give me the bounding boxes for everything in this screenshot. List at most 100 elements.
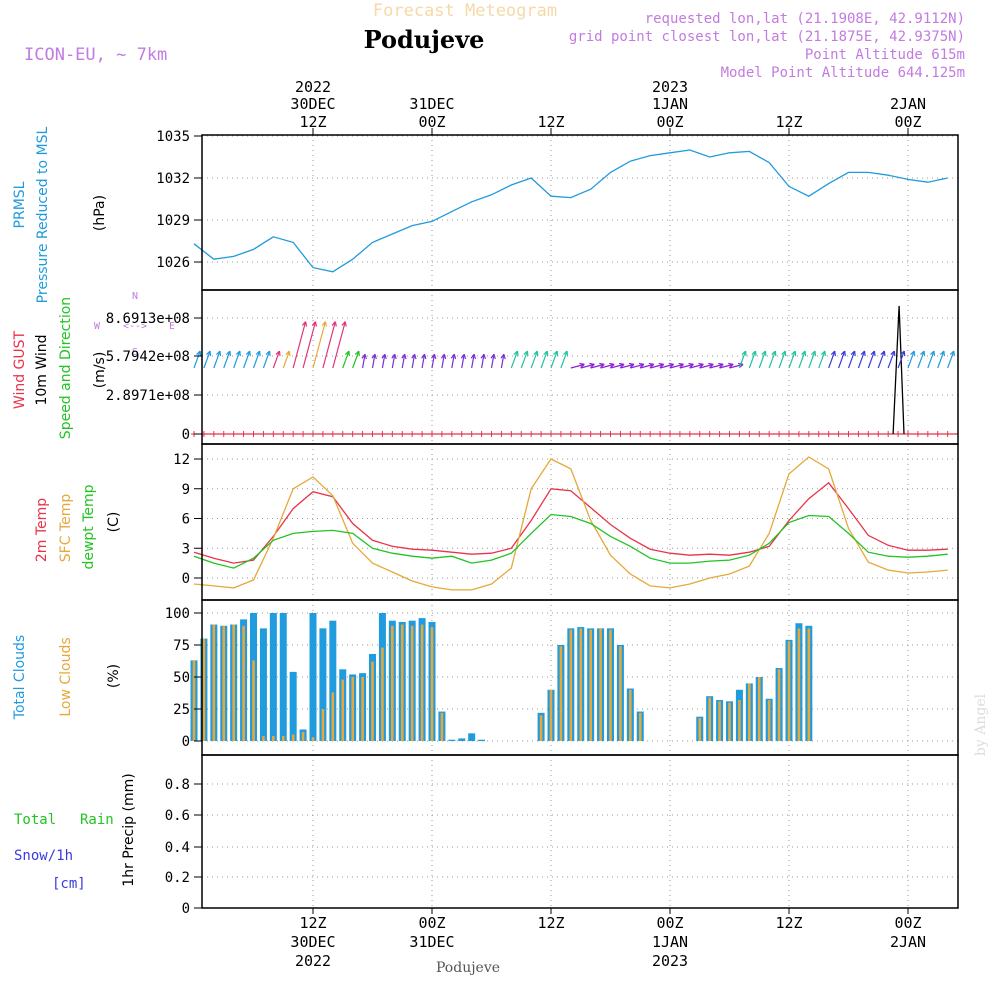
low-cloud-bar xyxy=(559,646,563,741)
wind-arrow-head xyxy=(288,351,291,357)
wind-arrow xyxy=(570,363,585,369)
wind-arrow-head xyxy=(480,353,485,359)
wind-arrow xyxy=(758,350,766,369)
wind-arrow-head xyxy=(556,351,559,357)
wind-arrow xyxy=(768,350,776,369)
marks-layer xyxy=(190,149,958,741)
wind-arrow-head xyxy=(401,353,406,359)
precip-label-cm: [cm] xyxy=(52,876,86,892)
model-label: ICON-EU, ~ 7km xyxy=(24,45,167,65)
text-layer: Forecast Meteogram Podujeve ICON-EU, ~ 7… xyxy=(12,1,989,976)
wind-arrow-head xyxy=(553,350,558,356)
wind-arrow-head xyxy=(255,350,261,356)
wind-arrow-head xyxy=(371,353,376,359)
wind-arrow-head xyxy=(920,350,925,356)
wind-arrow xyxy=(699,363,714,369)
wind-arrow-head xyxy=(913,351,916,357)
wind-arrow xyxy=(361,354,366,369)
low-cloud-bar xyxy=(797,628,801,741)
low-cloud-bar xyxy=(599,628,602,741)
wind-arrow-head xyxy=(394,354,397,360)
y-tick-label: 1032 xyxy=(156,171,190,187)
wind-arrow-head xyxy=(929,350,935,356)
wind-arrow-head xyxy=(235,350,241,356)
wind-label-3: Speed and Direction xyxy=(58,297,74,439)
wind-arrow xyxy=(560,350,568,369)
low-cloud-bar xyxy=(272,735,275,741)
low-cloud-bar xyxy=(748,683,751,741)
wind-arrow-head xyxy=(689,363,694,369)
wind-arrow-head xyxy=(513,350,518,356)
x-tick-label-top: 2023 xyxy=(652,78,688,96)
wind-arrow-head xyxy=(543,350,548,356)
wind-arrow-head xyxy=(314,321,318,327)
wind-arrow xyxy=(193,350,201,369)
low-cloud-bar xyxy=(341,679,345,741)
wind-arrow-head xyxy=(679,363,684,369)
wind-arrow xyxy=(917,350,925,369)
wind-arrow-head xyxy=(658,362,664,365)
y-tick-label: 8.6913e+08 xyxy=(106,311,190,327)
x-tick-label-top: 1JAN xyxy=(652,95,688,113)
wind-arrow-head xyxy=(503,354,506,360)
low-cloud-bar xyxy=(609,629,612,741)
wind-arrow-head xyxy=(599,362,605,365)
clouds-unit: (%) xyxy=(106,664,122,688)
wind-arrow xyxy=(788,350,796,369)
low-cloud-bar xyxy=(371,661,374,741)
wind-arrow-head xyxy=(460,353,465,359)
wind-arrow-head xyxy=(870,350,875,356)
low-cloud-bar xyxy=(420,624,424,741)
x-tick-label-bottom: 2JAN xyxy=(890,933,926,951)
wind-arrow-head xyxy=(698,362,704,365)
x-tick-label-top: 2JAN xyxy=(890,95,926,113)
wind-unit: (m/s) xyxy=(92,352,108,389)
compass-n: N xyxy=(132,291,138,302)
wind-arrow-head xyxy=(433,354,437,360)
wind-arrow-head xyxy=(771,350,776,356)
wind-arrow xyxy=(441,354,445,369)
wind-arrow xyxy=(650,363,664,369)
wind-arrow-head xyxy=(648,362,654,365)
low-cloud-bar xyxy=(718,701,721,741)
wind-arrow xyxy=(223,350,231,369)
pressure-label-1: PRMSL xyxy=(12,181,28,228)
x-tick-label-top: 00Z xyxy=(894,113,921,131)
low-cloud-bar xyxy=(331,692,335,741)
wind-arrow xyxy=(679,363,694,369)
wind-arrow-head xyxy=(910,350,915,356)
x-tick-label-bottom: 12Z xyxy=(775,914,802,932)
wind-arrow-head xyxy=(953,351,955,357)
wind-arrow xyxy=(381,354,386,369)
temp-unit: (C) xyxy=(106,512,122,533)
x-tick-label-top: 12Z xyxy=(299,113,326,131)
wind-arrow-head xyxy=(500,353,505,359)
clouds-label-1: Total Clouds xyxy=(12,635,28,720)
temp-label-2: SFC Temp xyxy=(58,494,74,563)
wind-arrow-head xyxy=(421,353,426,359)
clouds-label-2: Low Clouds xyxy=(58,637,74,716)
wind-arrow-head xyxy=(391,353,396,359)
wind-arrow-head xyxy=(649,363,655,369)
y-tick-label: 0.6 xyxy=(165,808,190,824)
wind-arrow xyxy=(451,354,455,369)
wind-arrow xyxy=(342,350,350,369)
wind-arrow-head xyxy=(285,350,290,356)
total-cloud-bar xyxy=(458,738,466,741)
total-cloud-bar xyxy=(329,620,337,741)
wind-arrow-head xyxy=(374,354,377,360)
low-cloud-bar xyxy=(262,735,265,741)
wind-arrow-head xyxy=(600,363,605,369)
y-tick-label: 1026 xyxy=(156,255,190,271)
low-cloud-bar xyxy=(291,734,295,741)
y-tick-label: 3 xyxy=(182,541,190,557)
wind-arrow-head xyxy=(239,351,241,357)
wind-arrow-head xyxy=(638,362,644,365)
wind-arrow xyxy=(401,354,406,369)
wind-arrow-head xyxy=(344,321,347,327)
watermark: by Angel xyxy=(973,693,989,756)
x-tick-label-bottom: 00Z xyxy=(418,914,445,932)
low-cloud-bar xyxy=(321,709,325,741)
wind-arrow xyxy=(490,354,495,369)
low-cloud-bar xyxy=(589,629,592,741)
